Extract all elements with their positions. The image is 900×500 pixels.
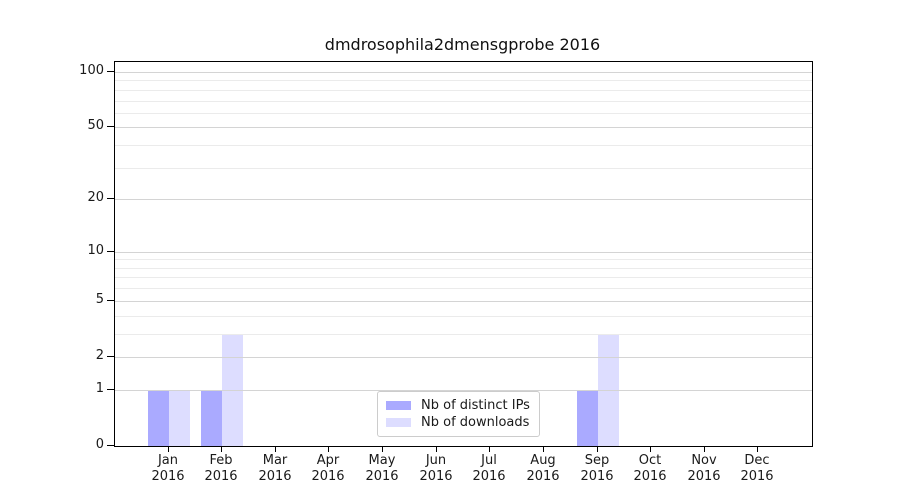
y-tick-label-50: 50 xyxy=(87,118,104,133)
y-tick-label-2: 2 xyxy=(95,348,104,363)
gridline-y-4 xyxy=(115,316,812,317)
y-tick-20 xyxy=(107,198,114,199)
y-tick-100 xyxy=(107,71,114,72)
x-tick-oct-2016 xyxy=(650,446,651,452)
x-tick-label-nov-2016: Nov 2016 xyxy=(687,453,721,484)
y-tick-label-100: 100 xyxy=(79,63,104,78)
x-tick-aug-2016 xyxy=(543,446,544,452)
gridline-y-8 xyxy=(115,268,812,269)
y-tick-label-1: 1 xyxy=(95,381,104,396)
legend-swatch-distinct-ips xyxy=(386,401,411,410)
x-tick-label-aug-2016: Aug 2016 xyxy=(526,453,560,484)
gridline-y-100 xyxy=(115,72,812,73)
y-tick-label-20: 20 xyxy=(87,190,104,205)
bar-distinct-ips-sep-2016 xyxy=(576,389,598,446)
gridline-y-7 xyxy=(115,277,812,278)
x-tick-jul-2016 xyxy=(489,446,490,452)
x-tick-jan-2016 xyxy=(168,446,169,452)
legend-item-downloads: Nb of downloads xyxy=(386,414,530,431)
plot-area xyxy=(114,61,813,447)
legend: Nb of distinct IPs Nb of downloads xyxy=(377,391,540,437)
bar-distinct-ips-feb-2016 xyxy=(201,389,223,446)
y-tick-2 xyxy=(107,356,114,357)
x-tick-label-jan-2016: Jan 2016 xyxy=(151,453,185,484)
bar-distinct-ips-jan-2016 xyxy=(147,389,169,446)
x-tick-label-jul-2016: Jul 2016 xyxy=(472,453,506,484)
y-tick-10 xyxy=(107,251,114,252)
gridline-y-20 xyxy=(115,199,812,200)
legend-swatch-downloads xyxy=(386,418,411,427)
chart-title: dmdrosophila2dmensgprobe 2016 xyxy=(324,35,601,54)
gridline-y-50 xyxy=(115,127,812,128)
x-tick-nov-2016 xyxy=(704,446,705,452)
x-tick-apr-2016 xyxy=(328,446,329,452)
x-tick-label-feb-2016: Feb 2016 xyxy=(204,453,238,484)
x-tick-label-apr-2016: Apr 2016 xyxy=(311,453,345,484)
x-tick-may-2016 xyxy=(382,446,383,452)
bar-downloads-sep-2016 xyxy=(597,333,619,446)
x-tick-sep-2016 xyxy=(597,446,598,452)
legend-label-downloads: Nb of downloads xyxy=(421,415,530,430)
y-tick-0 xyxy=(107,445,114,446)
x-tick-mar-2016 xyxy=(275,446,276,452)
gridline-y-30 xyxy=(115,168,812,169)
gridline-y-1 xyxy=(115,390,812,391)
y-tick-5 xyxy=(107,300,114,301)
gridline-y-10 xyxy=(115,252,812,253)
bar-downloads-feb-2016 xyxy=(222,333,244,446)
gridline-y-90 xyxy=(115,80,812,81)
y-tick-label-0: 0 xyxy=(95,437,104,452)
y-tick-label-10: 10 xyxy=(87,243,104,258)
y-tick-1 xyxy=(107,389,114,390)
x-tick-label-mar-2016: Mar 2016 xyxy=(258,453,292,484)
x-tick-label-oct-2016: Oct 2016 xyxy=(633,453,667,484)
y-tick-label-5: 5 xyxy=(95,292,104,307)
y-tick-50 xyxy=(107,126,114,127)
gridline-y-2 xyxy=(115,357,812,358)
x-tick-label-sep-2016: Sep 2016 xyxy=(580,453,614,484)
x-tick-label-jun-2016: Jun 2016 xyxy=(419,453,453,484)
gridline-y-9 xyxy=(115,259,812,260)
bar-downloads-jan-2016 xyxy=(168,389,190,446)
gridline-y-80 xyxy=(115,90,812,91)
gridline-y-60 xyxy=(115,113,812,114)
legend-item-distinct-ips: Nb of distinct IPs xyxy=(386,397,530,414)
gridline-y-40 xyxy=(115,145,812,146)
x-tick-feb-2016 xyxy=(221,446,222,452)
gridline-y-70 xyxy=(115,101,812,102)
gridline-y-6 xyxy=(115,288,812,289)
gridline-y-5 xyxy=(115,301,812,302)
x-tick-label-may-2016: May 2016 xyxy=(365,453,399,484)
x-tick-jun-2016 xyxy=(436,446,437,452)
gridline-y-3 xyxy=(115,334,812,335)
x-tick-label-dec-2016: Dec 2016 xyxy=(740,453,774,484)
x-tick-dec-2016 xyxy=(757,446,758,452)
legend-label-distinct-ips: Nb of distinct IPs xyxy=(421,398,530,413)
